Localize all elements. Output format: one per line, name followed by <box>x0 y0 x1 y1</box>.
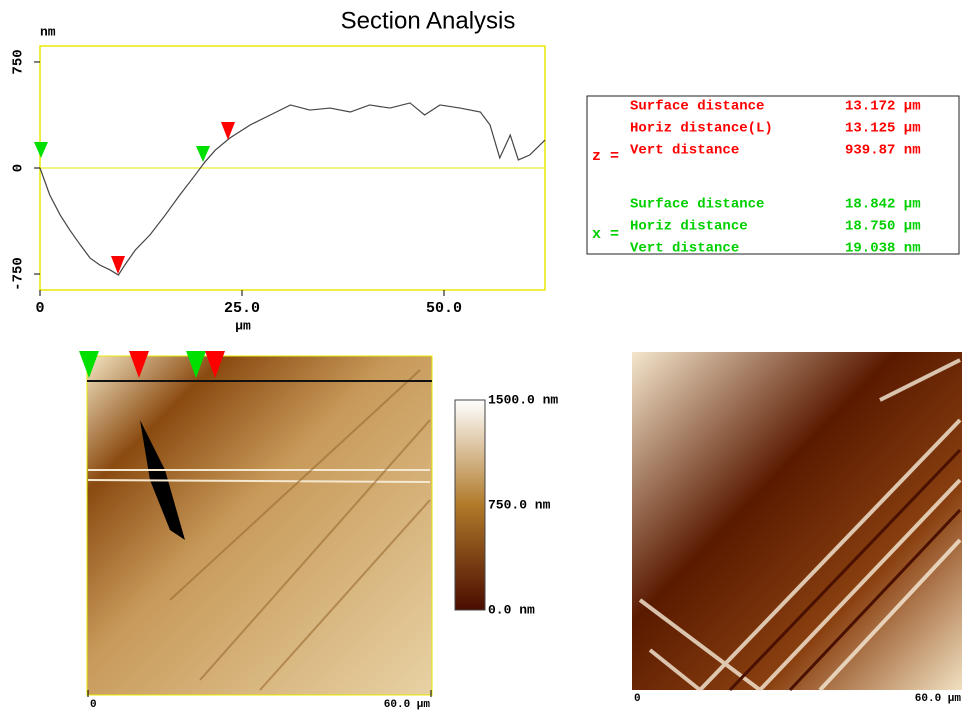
row-label: Horiz distance <box>630 219 748 235</box>
row-label: Surface distance <box>630 99 764 115</box>
row-value: 18.750 µm <box>845 219 921 235</box>
colorbar-label: 0.0 nm <box>488 602 535 617</box>
group-symbol: z = <box>592 148 619 165</box>
image-x-end: 60.0 µm <box>915 693 962 705</box>
cursor <box>34 142 48 158</box>
chart-title: Section Analysis <box>341 7 516 34</box>
profile-line <box>39 102 546 276</box>
image-feature <box>728 448 962 692</box>
row-label: Vert distance <box>630 241 739 257</box>
cursor <box>205 351 225 378</box>
y-axis-unit: nm <box>40 24 56 39</box>
y-tick-label: 0 <box>11 164 27 172</box>
row-value: 13.172 µm <box>845 99 921 115</box>
row-value: 19.038 nm <box>845 241 921 257</box>
cursor <box>221 122 235 140</box>
row-label: Surface distance <box>630 197 764 213</box>
y-tick-label: 750 <box>11 49 27 74</box>
profile-plot: -750 0 750 0 25.0 50.0 <box>11 45 546 317</box>
cursor <box>129 351 149 378</box>
cursor <box>196 146 210 162</box>
image-x-start: 0 <box>634 693 641 705</box>
image-feature <box>169 369 431 691</box>
image-feature <box>638 358 962 692</box>
x-tick-label: 50.0 <box>426 300 462 317</box>
group-symbol: x = <box>592 226 619 243</box>
row-value: 13.125 µm <box>845 121 921 137</box>
row-label: Vert distance <box>630 143 739 159</box>
row-value: 18.842 µm <box>845 197 921 213</box>
y-tick-label: -750 <box>11 257 27 291</box>
phase-image <box>632 352 962 690</box>
colorbar-label: 750.0 nm <box>488 497 551 512</box>
cursor <box>79 351 99 378</box>
image-x-end: 60.0 µm <box>384 699 431 711</box>
image-feature <box>87 469 431 483</box>
colorbar <box>454 399 486 611</box>
x-tick-label: 0 <box>35 300 44 317</box>
colorbar-label: 1500.0 nm <box>488 392 558 407</box>
section-table: z = Surface distance 13.172 µm Horiz distan… <box>592 99 921 257</box>
row-value: 939.87 nm <box>845 143 921 159</box>
cursor <box>186 351 206 378</box>
x-axis-unit: µm <box>235 318 251 333</box>
cursor <box>111 256 125 274</box>
x-tick-label: 25.0 <box>224 300 260 317</box>
table-frame <box>586 95 960 255</box>
row-label: Horiz distance(L) <box>630 121 773 137</box>
image-x-start: 0 <box>90 699 97 711</box>
